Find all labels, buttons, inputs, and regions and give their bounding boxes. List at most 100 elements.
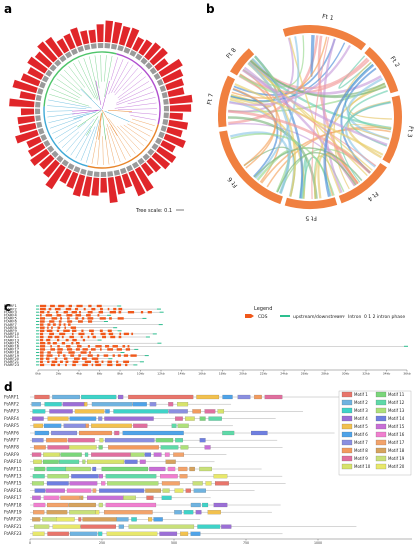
domain-segment [37,88,44,95]
gene-label: FtARF8 [4,445,19,450]
cds-block [116,360,119,363]
legend-label: Motif 10 [354,464,371,469]
cds-block [50,304,55,308]
motif-block [164,452,170,457]
cds-block [47,360,50,363]
motif-block [99,488,145,493]
utr-block [120,352,125,353]
gene-label: FtARF1 [4,304,17,308]
cds-block [50,363,56,367]
motif-block [237,394,251,400]
motif-block [153,517,163,522]
tree-branch [108,118,136,154]
cds-block [40,351,44,354]
cds-block [46,354,53,357]
domain-segment [155,137,163,145]
tree-branch [80,126,96,161]
motif-block [144,452,152,457]
tree-branch [129,121,153,132]
cds-block [47,326,49,329]
cds-block [46,338,51,342]
motif-block [92,466,97,472]
domain-bar [34,51,53,68]
axis-tick-label: 30kb [342,372,350,376]
cds-block [59,317,63,320]
domain-bar [140,162,154,177]
chromosome-segment [338,163,387,204]
gene-label: FtARF20 [4,357,20,361]
domain-bar [104,20,114,43]
legend-swatch [341,399,353,406]
motif-block [32,416,44,421]
synteny-link [323,63,375,198]
utr-block [157,342,162,344]
cds-block [80,335,83,339]
tree-branch [117,126,140,151]
domain-bar [158,58,183,78]
domain-bar [39,154,55,170]
legend-swatch [341,463,353,470]
cds-block [88,304,92,308]
axis-tick-label: 0 [29,541,31,545]
cds-block [59,332,66,336]
tree-branch [48,112,90,123]
synteny-link [254,36,300,180]
axis-tick-label: 14kb [178,372,186,376]
motif-block [46,438,68,443]
motif-block [60,452,82,457]
motif-block [264,394,283,400]
motif-block [49,409,73,414]
cds-block [61,342,66,345]
motif-block [204,409,216,414]
tree-branch [72,110,99,115]
utr-block [117,305,122,307]
domain-segment [117,45,124,52]
chromosome-label: Ft 3 [406,126,415,139]
axis-tick-label: 250 [99,541,105,545]
motif-block [105,409,110,414]
chromosome-segment [230,48,255,76]
motif-block [47,531,69,536]
cds-block [76,345,82,348]
motif-block [155,438,174,443]
domain-segment [158,131,165,139]
motif-block [139,459,146,464]
cds-block [89,329,94,332]
domain-segment [145,62,153,70]
cds-block [80,351,87,354]
domain-segment [113,169,121,176]
gene-label: FtARF5 [4,423,19,428]
axis-tick-label: 750 [243,541,249,545]
cds-block [67,317,70,320]
motif-block [33,459,42,464]
synteny-link [238,55,281,94]
tree-branch [122,72,143,91]
motif-figure: FtARF1 FtARF2 FtARF3 FtARF4 FtARF5 FtARF6 FtAR… [4,390,412,545]
domain-segment [39,81,46,89]
utr-block [36,358,39,360]
cds-block [69,335,74,339]
domain-segment [80,168,87,175]
tree-branch [50,116,83,129]
motif-block [42,517,57,522]
cds-block [55,311,59,314]
utr-block [36,321,39,322]
utr-block [117,330,122,332]
cds-block [40,317,46,320]
tree-branch [60,74,81,92]
motif-block [46,466,67,472]
cds-block [40,323,44,326]
motif-block [82,517,117,522]
motif-block [195,510,202,515]
motif-block [98,502,103,508]
tree-branch [111,61,129,93]
tree-branch [89,56,100,100]
cds-block [91,363,94,367]
cds-block [94,360,99,363]
legend-swatch [375,423,387,430]
cds-block [65,363,67,367]
legend-label: Motif 13 [388,408,405,413]
domain-bar [45,164,66,190]
cds-block [67,320,73,323]
motif-block [98,531,103,536]
